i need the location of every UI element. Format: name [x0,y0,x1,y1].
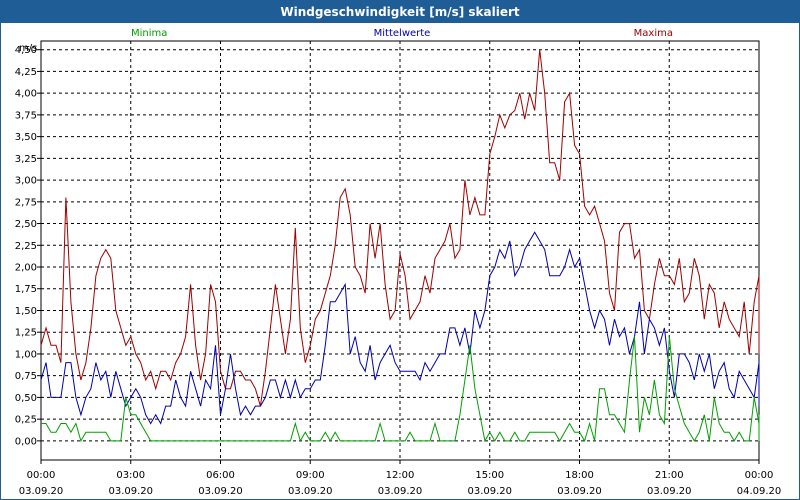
window-title: Windgeschwindigkeit [m/s] skaliert [1,1,799,23]
y-tick-label: 4,00 [15,89,37,100]
x-axis-ticks: 00:00 03.09.20 03:00 03.09.20 06:00 03.09.20 0… [19,460,782,497]
y-tick-label: 4,25 [15,67,37,78]
y-tick-label: 3,25 [15,154,37,165]
x-tick-time: 03:00 [116,470,145,481]
x-tick-time: 00:00 [745,470,774,481]
y-axis-label: m/s [19,43,37,54]
series-line-mittelwerte [40,231,760,425]
y-tick-label: 0,75 [15,371,37,382]
series-lines [40,49,760,443]
y-tick-label: 2,50 [15,219,37,230]
x-tick-time: 06:00 [206,470,235,481]
x-tick-time: 18:00 [565,470,594,481]
gridlines [41,41,759,460]
y-tick-label: 1,50 [15,306,37,317]
y-tick-label: 1,25 [15,328,37,339]
legend: Minima Mittelwerte Maxima [131,28,673,39]
x-tick-time: 21:00 [655,470,684,481]
x-tick-time: 09:00 [296,470,325,481]
x-tick-time: 12:00 [386,470,415,481]
y-tick-label: 1,00 [15,349,37,360]
y-tick-label: 2,00 [15,263,37,274]
y-tick-label: 2,75 [15,197,37,208]
x-tick-date: 03.09.20 [19,486,64,497]
x-tick-date: 03.09.20 [647,486,692,497]
legend-mittelwerte: Mittelwerte [374,28,431,39]
x-tick-date: 04.09.20 [737,486,782,497]
series-line-maxima [40,49,760,407]
y-tick-label: 3,75 [15,110,37,121]
y-tick-label: 0,00 [15,436,37,447]
x-tick-date: 03.09.20 [198,486,243,497]
y-axis-ticks: 0,00 0,25 0,50 0,75 1,00 1,25 1,50 1,75 2,00 2,25… [15,45,41,447]
x-tick-time: 15:00 [475,470,504,481]
y-tick-label: 2,25 [15,241,37,252]
x-tick-date: 03.09.20 [288,486,333,497]
x-tick-date: 03.09.20 [467,486,512,497]
x-tick-date: 03.09.20 [108,486,153,497]
x-tick-time: 00:00 [27,470,56,481]
y-tick-label: 4,50 [15,45,37,56]
x-tick-date: 03.09.20 [378,486,423,497]
y-tick-label: 0,25 [15,415,37,426]
legend-maxima: Maxima [634,28,673,39]
legend-minima: Minima [131,28,167,39]
y-tick-label: 1,75 [15,284,37,295]
y-tick-label: 3,50 [15,132,37,143]
series-line-minima [41,336,760,443]
y-tick-label: 3,00 [15,176,37,187]
x-tick-date: 03.09.20 [557,486,602,497]
y-tick-label: 0,50 [15,393,37,404]
